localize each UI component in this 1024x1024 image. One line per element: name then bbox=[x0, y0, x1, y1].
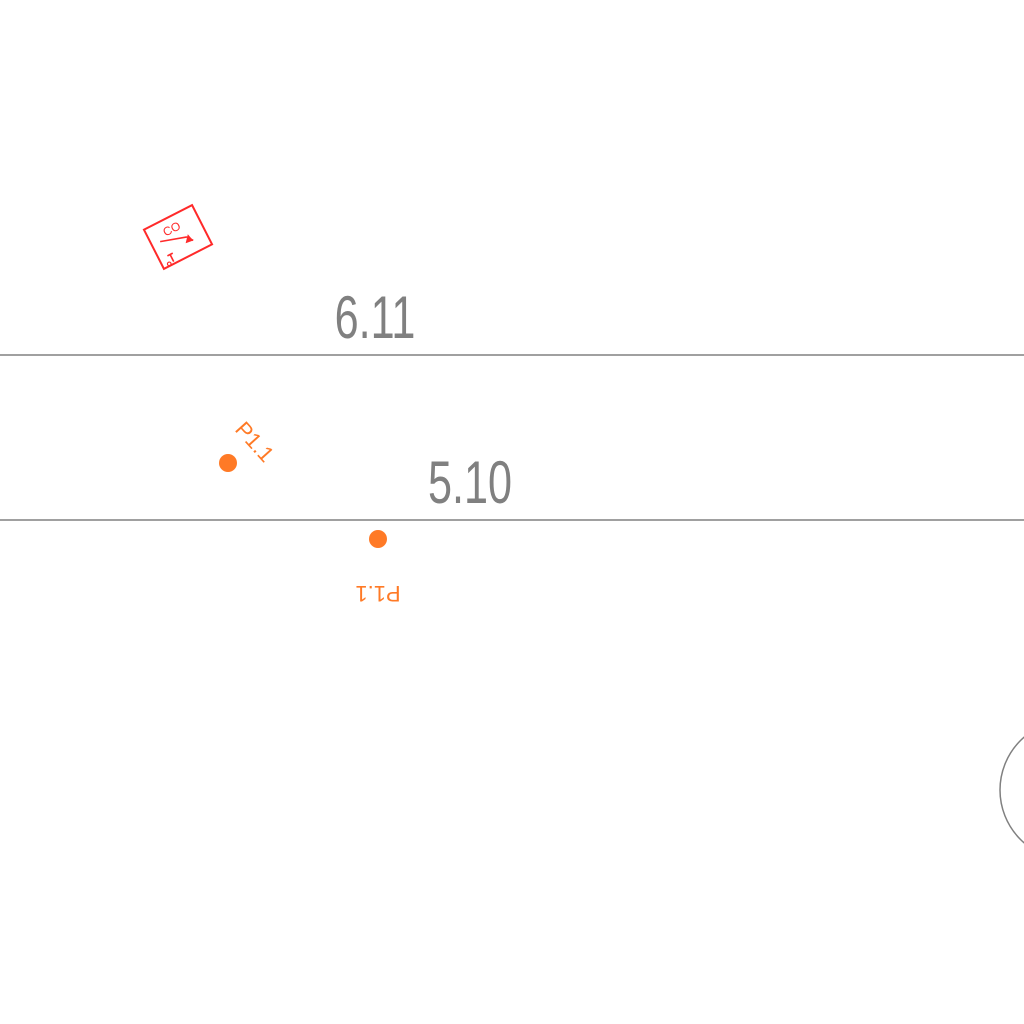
survey-point-marker bbox=[369, 530, 387, 548]
dimension-label-upper: 6.11 bbox=[335, 285, 416, 352]
survey-point-label: P1.1 bbox=[230, 417, 279, 467]
dimension-label-lower: 5.10 bbox=[428, 450, 512, 517]
survey-point-label: P1.1 bbox=[355, 581, 400, 606]
cleanout-symbol-label: CO bbox=[160, 219, 182, 240]
cleanout-symbol-icon: CO bbox=[142, 203, 214, 271]
survey-point-marker bbox=[219, 454, 237, 472]
manhole-circle bbox=[999, 736, 1024, 844]
